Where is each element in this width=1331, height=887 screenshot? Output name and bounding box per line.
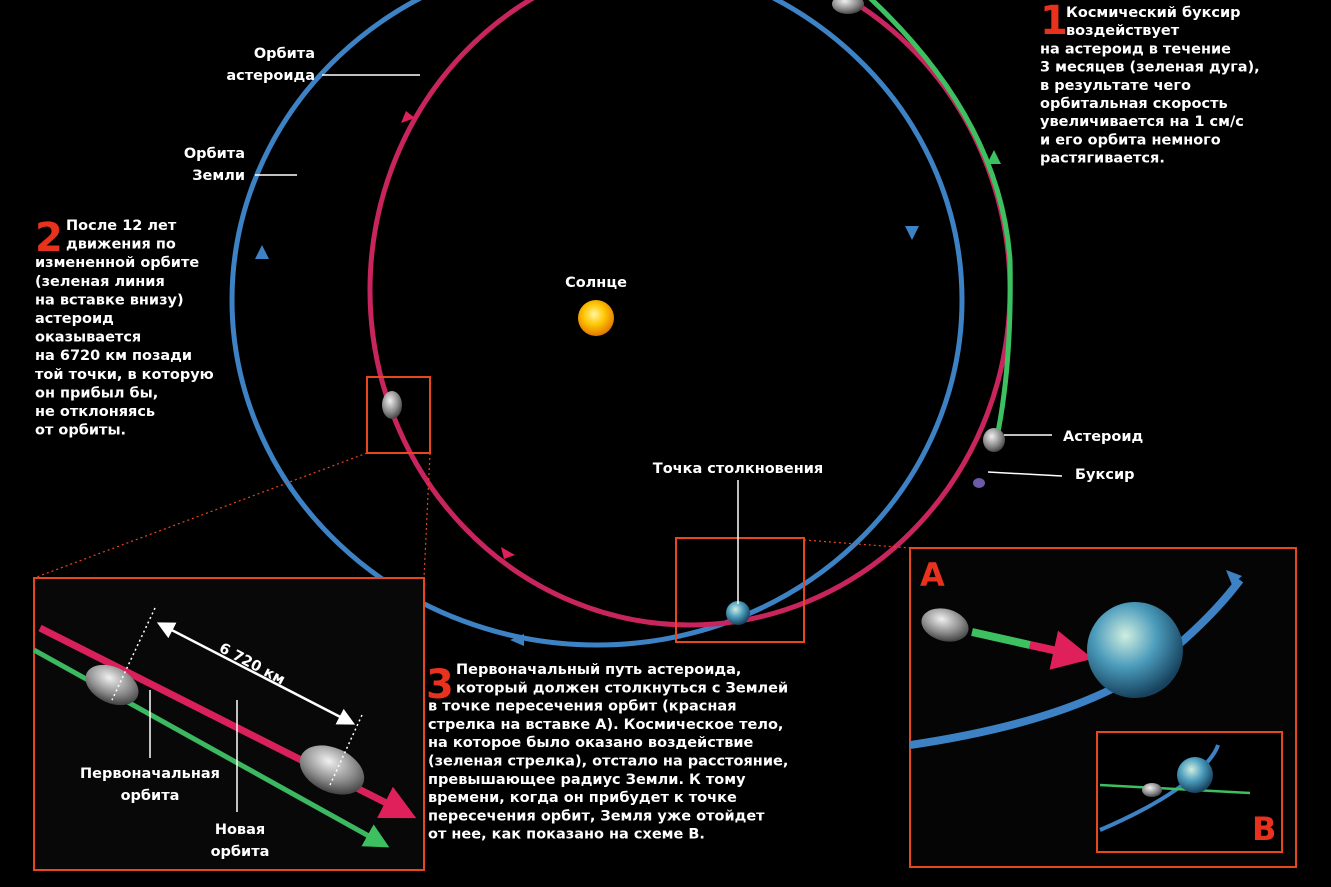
asteroid-body	[1142, 783, 1162, 797]
earth	[1087, 602, 1183, 698]
step-text: на которое было оказано воздействие	[428, 735, 754, 751]
step-number: 2	[35, 215, 63, 261]
connector	[424, 453, 430, 578]
step-text: (зеленая стрелка), отстало на расстояние…	[428, 754, 788, 770]
diagram: Солнце Точка столкновения Астероид Букси…	[0, 0, 1331, 887]
connector	[34, 453, 367, 578]
inset-b-letter: B	[1252, 810, 1276, 848]
step-text: стрелка на вставке А). Космическое тело,	[428, 717, 783, 733]
inset-label: орбита	[121, 788, 180, 804]
orbit-arrow	[501, 547, 515, 559]
step-text: от орбиты.	[35, 423, 126, 439]
asteroid-body	[983, 428, 1005, 452]
step-text: (зеленая линия	[35, 274, 165, 290]
step-text: растягивается.	[1040, 151, 1165, 167]
step-text: времени, когда он прибудет к точке	[428, 790, 737, 806]
step-text: превышающее радиус Земли. К тому	[428, 772, 746, 788]
leader-line	[988, 472, 1062, 476]
step-text: увеличивается на 1 см/с	[1040, 114, 1244, 130]
step-text: на астероид в течение	[1040, 41, 1231, 57]
orbit-arrow	[905, 226, 919, 240]
step-text: Космический буксир	[1066, 5, 1241, 21]
step-text: который должен столкнуться с Землей	[456, 680, 788, 696]
step-text: орбитальная скорость	[1040, 96, 1228, 112]
step-text: не отклоняясь	[35, 404, 155, 420]
step-number: 1	[1040, 0, 1068, 44]
tug-body	[973, 478, 985, 488]
asteroid-body	[382, 391, 402, 419]
step-text: в результате чего	[1040, 78, 1191, 94]
step-text: и его орбита немного	[1040, 132, 1221, 148]
asteroid-orbit	[370, 0, 1010, 625]
asteroid-label: Астероид	[1063, 429, 1143, 445]
modified-orbit-arc	[870, 0, 1010, 432]
step-text: измененной орбите	[35, 255, 199, 271]
step-text: пересечения орбит, Земля уже отойдет	[428, 808, 765, 824]
step-text: от нее, как показано на схеме В.	[428, 827, 705, 843]
orbit-label: Орбита	[184, 146, 245, 162]
earth	[726, 601, 750, 625]
orbit-arrow	[987, 150, 1001, 164]
orbit-arrow	[255, 245, 269, 259]
step-text: воздействует	[1066, 23, 1180, 39]
step-text: той точки, в которую	[35, 367, 214, 383]
step-text: в точке пересечения орбит (красная	[428, 699, 737, 715]
sun	[578, 300, 614, 336]
step-text: на 6720 км позади	[35, 348, 192, 364]
step-text: оказывается	[35, 330, 141, 346]
step-text: на вставке внизу)	[35, 292, 184, 308]
step-text: он прибыл бы,	[35, 385, 158, 401]
inset-label: орбита	[211, 844, 270, 860]
inset-label: Новая	[215, 822, 265, 838]
inset-a-letter: A	[920, 556, 945, 594]
step-text: 3 месяцев (зеленая дуга),	[1040, 60, 1260, 76]
asteroid-body	[832, 0, 864, 14]
earth	[1177, 757, 1213, 793]
inset-label: Первоначальная	[80, 766, 220, 782]
page: Солнце Точка столкновения Астероид Букси…	[0, 0, 1331, 887]
orbit-label: Орбита	[254, 46, 315, 62]
step-text: Первоначальный путь астероида,	[456, 662, 741, 678]
orbit-label: астероида	[226, 68, 315, 84]
step-text: После 12 лет	[66, 218, 177, 234]
collision-label: Точка столкновения	[653, 461, 823, 477]
tug-label: Буксир	[1075, 467, 1134, 483]
step-text: движения по	[66, 237, 176, 253]
sun-label: Солнце	[565, 275, 627, 291]
orbit-label: Земли	[192, 168, 245, 184]
step-text: астероид	[35, 311, 114, 327]
